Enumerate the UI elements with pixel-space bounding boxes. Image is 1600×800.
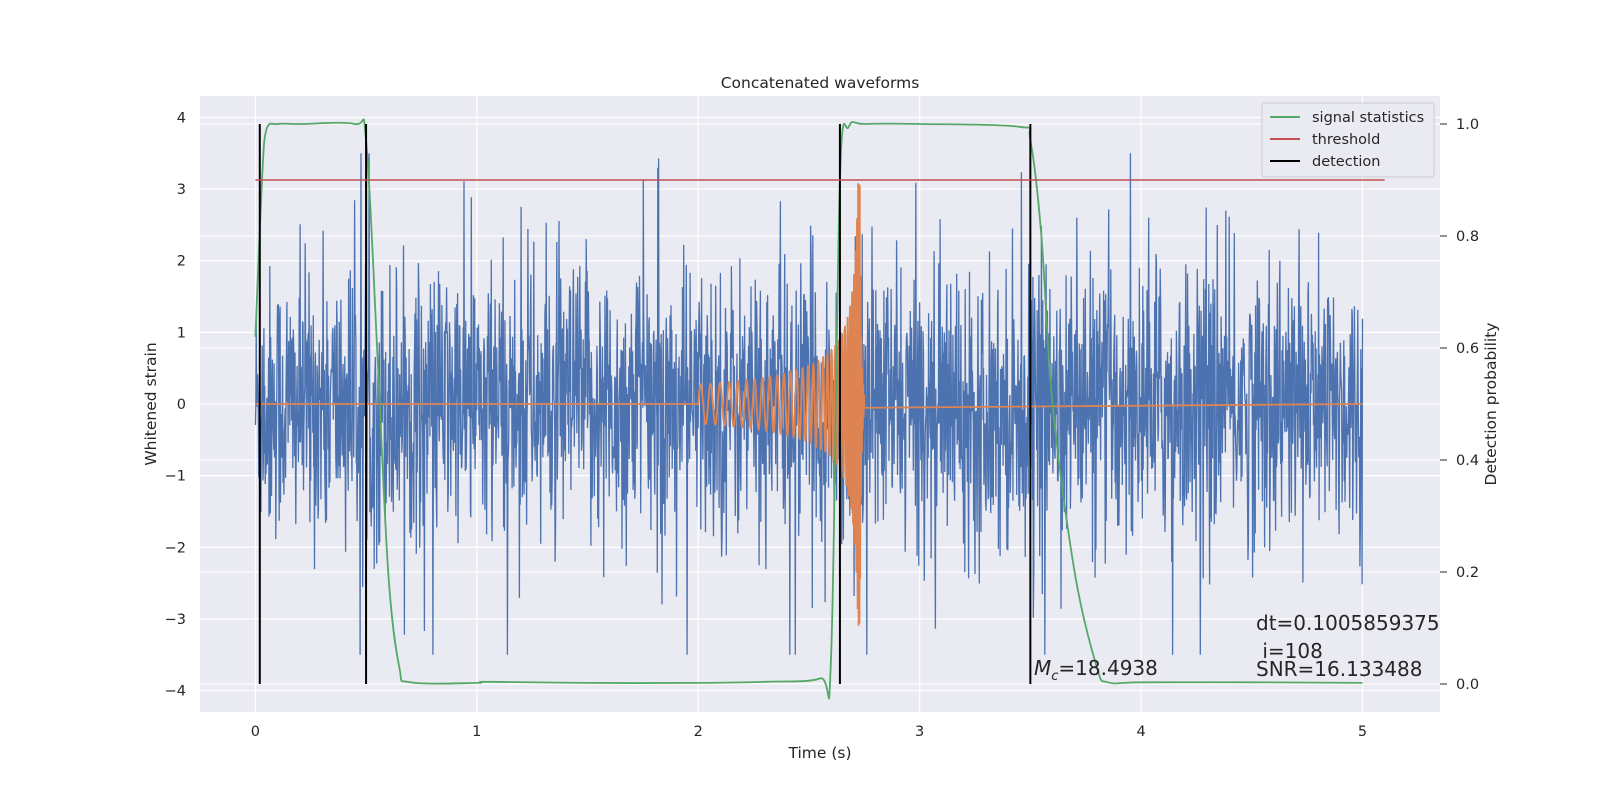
- y2-axis-label: Detection probability: [1482, 323, 1500, 486]
- chart-title: Concatenated waveforms: [721, 74, 920, 92]
- x-tick-label: 4: [1136, 724, 1145, 740]
- x-tick-label: 5: [1358, 724, 1367, 740]
- y2-tick-label: 0.2: [1456, 565, 1479, 581]
- y2-tick-label: 0.6: [1456, 341, 1479, 357]
- y2-tick-label: 0.0: [1456, 677, 1479, 693]
- snr-annotation: SNR=16.133488: [1256, 657, 1422, 681]
- dt-annotation: dt=0.1005859375: [1256, 611, 1440, 635]
- y-tick-label: −1: [165, 469, 186, 485]
- i-annotation: i=108: [1256, 639, 1323, 663]
- legend-label-threshold: threshold: [1312, 132, 1380, 148]
- y-tick-label: 3: [177, 182, 186, 198]
- y2-tick-label: 1.0: [1456, 117, 1479, 133]
- mc-symbol: M: [1034, 656, 1051, 680]
- mc-value: =18.4938: [1058, 656, 1157, 680]
- legend-box: [1261, 102, 1435, 178]
- mc-annotation: Mc=18.4938: [1034, 656, 1158, 684]
- data-layer: [254, 118, 1364, 700]
- y-axis-label: Whitened strain: [142, 342, 160, 465]
- series-template-waveform: [255, 183, 1363, 626]
- y-tick-label: 4: [177, 110, 186, 126]
- y2-tick-label: 0.4: [1456, 453, 1479, 469]
- x-tick-label: 0: [251, 724, 260, 740]
- x-tick-label: 3: [915, 724, 924, 740]
- x-tick-label: 2: [694, 724, 703, 740]
- y-tick-label: −3: [165, 612, 186, 628]
- y2-tick-label: 0.8: [1456, 229, 1479, 245]
- legend-label-detection: detection: [1312, 154, 1380, 170]
- y-tick-label: 2: [177, 254, 186, 270]
- mc-subscript: c: [1051, 669, 1058, 684]
- y-tick-label: −4: [165, 684, 186, 700]
- legend-label-signal-statistics: signal statistics: [1312, 110, 1424, 126]
- legend: signal statistics threshold detection: [1261, 102, 1435, 178]
- x-tick-label: 1: [472, 724, 481, 740]
- y-tick-label: 0: [177, 397, 186, 413]
- y-tick-label: −2: [165, 540, 186, 556]
- tick-labels: 0 1 2 3 4 5 4 3 2 1 0 −1 −2 −3 −4 1.0 0.8 0.6 0.4 0.2 0.0: [165, 110, 1479, 740]
- x-axis-label: Time (s): [787, 744, 851, 762]
- y-tick-label: 1: [177, 325, 186, 341]
